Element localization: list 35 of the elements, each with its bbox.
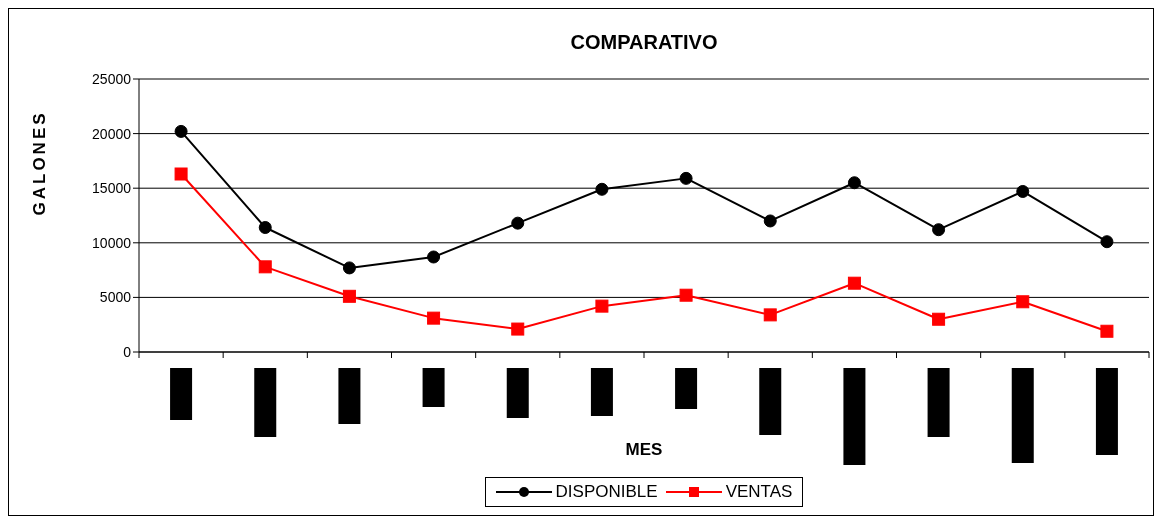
y-axis-title: GALONES <box>30 110 50 216</box>
y-tick-label: 25000 <box>92 70 132 87</box>
point <box>595 182 609 196</box>
point <box>679 288 693 302</box>
point <box>258 221 272 235</box>
point <box>427 311 441 325</box>
y-tick-label: 5000 <box>99 289 132 306</box>
point <box>595 299 609 313</box>
point <box>174 167 188 181</box>
point <box>511 216 525 230</box>
point <box>763 214 777 228</box>
legend-label: DISPONIBLE <box>555 482 658 502</box>
point <box>847 276 861 290</box>
point <box>932 312 946 326</box>
point <box>427 250 441 264</box>
point <box>342 289 356 303</box>
point <box>1016 184 1030 198</box>
point <box>1016 295 1030 309</box>
point <box>1100 324 1114 338</box>
y-tick-label: 10000 <box>92 234 132 251</box>
point <box>932 223 946 237</box>
point <box>847 176 861 190</box>
point <box>763 308 777 322</box>
legend-label: VENTAS <box>725 482 793 502</box>
point <box>679 171 693 185</box>
point <box>174 124 188 138</box>
y-tick-label: 15000 <box>92 180 132 197</box>
point <box>1100 235 1114 249</box>
y-tick-label: 20000 <box>92 125 132 142</box>
point <box>342 261 356 275</box>
point <box>511 322 525 336</box>
y-tick-label: 0 <box>123 343 132 360</box>
x-axis-title: MES <box>625 440 663 459</box>
point <box>258 260 272 274</box>
chart-title: COMPARATIVO <box>569 31 719 54</box>
